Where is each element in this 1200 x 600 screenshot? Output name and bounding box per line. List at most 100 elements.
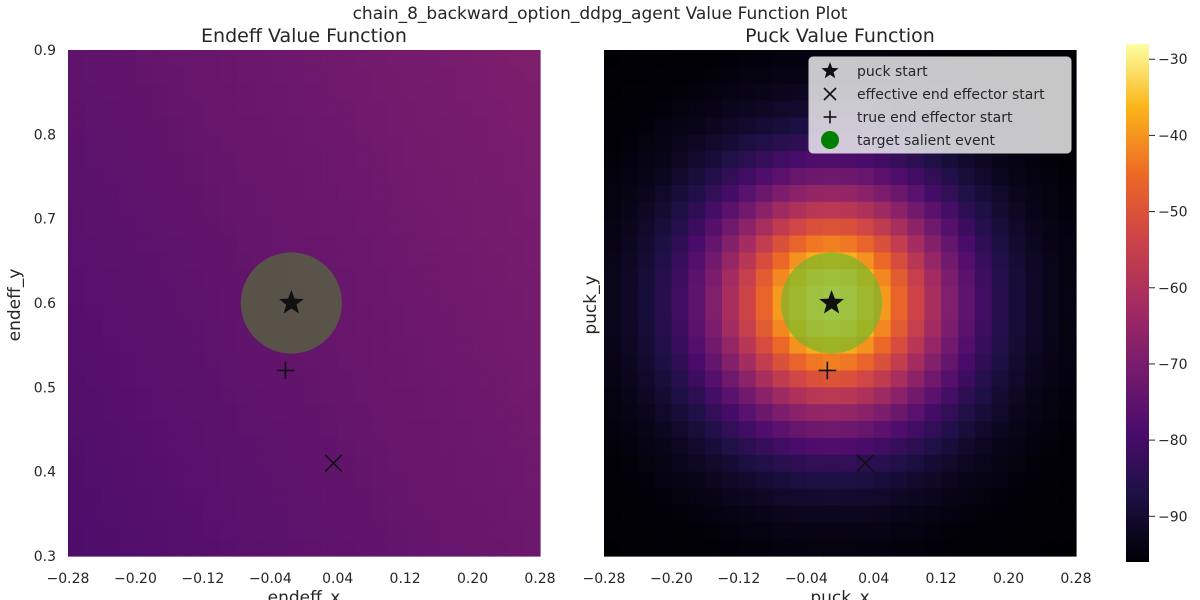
heatmap-cell	[806, 505, 824, 523]
heatmap-cell	[974, 319, 993, 338]
heatmap-cell	[489, 488, 507, 506]
heatmap-cell	[118, 319, 137, 338]
heatmap-cell	[455, 404, 474, 422]
heatmap-cell	[991, 505, 1010, 523]
heatmap-cell	[958, 201, 976, 220]
heatmap-cell	[236, 201, 255, 220]
heatmap-cell	[1025, 454, 1043, 473]
heatmap-cell	[1042, 201, 1060, 220]
heatmap-cell	[722, 319, 740, 338]
heatmap-cell	[1025, 353, 1043, 372]
heatmap-cell	[253, 370, 271, 388]
heatmap-cell	[354, 117, 373, 135]
heatmap-cell	[304, 488, 322, 506]
heatmap-cell	[422, 151, 440, 169]
heatmap-cell	[620, 168, 639, 186]
heatmap-cell	[637, 454, 656, 473]
heatmap-cell	[772, 353, 791, 372]
heatmap-cell	[974, 370, 993, 388]
heatmap-cell	[118, 387, 137, 405]
heatmap-cell	[455, 50, 474, 68]
heatmap-cell	[253, 66, 271, 85]
heatmap-cell	[823, 522, 841, 540]
heatmap-cell	[823, 353, 841, 372]
heatmap-cell	[371, 505, 389, 523]
heatmap-cell	[1008, 437, 1027, 456]
heatmap-cell	[1042, 387, 1060, 405]
heatmap-cell	[1042, 421, 1060, 439]
heatmap-cell	[84, 286, 103, 304]
heatmap-cell	[637, 353, 656, 372]
heatmap-cell	[1059, 454, 1077, 473]
heatmap-cell	[320, 100, 339, 119]
heatmap-cell	[1025, 286, 1043, 304]
heatmap-cell	[438, 454, 457, 473]
heatmap-cell	[789, 83, 807, 102]
colorbar-tick-label: −80	[1158, 433, 1188, 449]
heatmap-cell	[422, 522, 440, 540]
heatmap-cell	[789, 218, 807, 237]
heatmap-cell	[405, 488, 423, 506]
heatmap-cell	[907, 252, 925, 270]
heatmap-cell	[924, 168, 942, 186]
heatmap-cell	[974, 184, 993, 203]
heatmap-cell	[489, 454, 507, 473]
heatmap-cell	[388, 168, 406, 186]
heatmap-cell	[772, 235, 791, 253]
heatmap-cell	[438, 252, 457, 270]
heatmap-cell	[388, 488, 406, 506]
heatmap-cell	[755, 522, 774, 540]
heatmap-cell	[320, 454, 339, 473]
heatmap-cell	[253, 117, 271, 135]
heatmap-cell	[924, 269, 942, 287]
heatmap-cell	[236, 252, 255, 270]
heatmap-cell	[738, 50, 757, 68]
heatmap-cell	[388, 387, 406, 405]
heatmap-cell	[152, 353, 170, 372]
heatmap-cell	[620, 100, 639, 119]
heatmap-cell	[472, 134, 491, 152]
heatmap-cell	[101, 83, 120, 102]
heatmap-cell	[654, 184, 673, 203]
heatmap-cell	[506, 522, 524, 540]
heatmap-cell	[671, 421, 689, 439]
heatmap-cell	[1008, 488, 1027, 506]
heatmap-cell	[806, 471, 824, 490]
heatmap-cell	[101, 488, 120, 506]
heatmap-cell	[337, 437, 356, 456]
heatmap-cell	[958, 336, 976, 355]
heatmap-cell	[671, 83, 689, 102]
heatmap-cell	[84, 269, 103, 287]
heatmap-cell	[907, 151, 925, 169]
heatmap-cell	[169, 488, 187, 506]
heatmap-cell	[169, 319, 187, 338]
heatmap-cell	[924, 471, 942, 490]
heatmap-cell	[873, 387, 892, 405]
heatmap-cell	[354, 218, 373, 237]
heatmap-cell	[991, 471, 1010, 490]
heatmap-cell	[135, 454, 153, 473]
heatmap-cell	[320, 421, 339, 439]
heatmap-cell	[755, 66, 774, 85]
heatmap-cell	[840, 184, 858, 203]
puck-xlabel: puck_x	[810, 588, 869, 600]
heatmap-cell	[118, 134, 137, 152]
heatmap-cell	[270, 421, 288, 439]
heatmap-cell	[304, 50, 322, 68]
heatmap-cell	[405, 404, 423, 422]
heatmap-cell	[907, 387, 925, 405]
heatmap-cell	[772, 201, 791, 220]
heatmap-cell	[1008, 421, 1027, 439]
heatmap-cell	[671, 151, 689, 169]
heatmap-cell	[823, 151, 841, 169]
heatmap-cell	[772, 134, 791, 152]
heatmap-cell	[523, 66, 541, 85]
heatmap-cell	[270, 471, 288, 490]
heatmap-cell	[974, 201, 993, 220]
heatmap-cell	[604, 252, 622, 270]
heatmap-cell	[489, 66, 507, 85]
heatmap-cell	[789, 488, 807, 506]
heatmap-cell	[620, 505, 639, 523]
heatmap-cell	[637, 319, 656, 338]
heatmap-cell	[169, 168, 187, 186]
